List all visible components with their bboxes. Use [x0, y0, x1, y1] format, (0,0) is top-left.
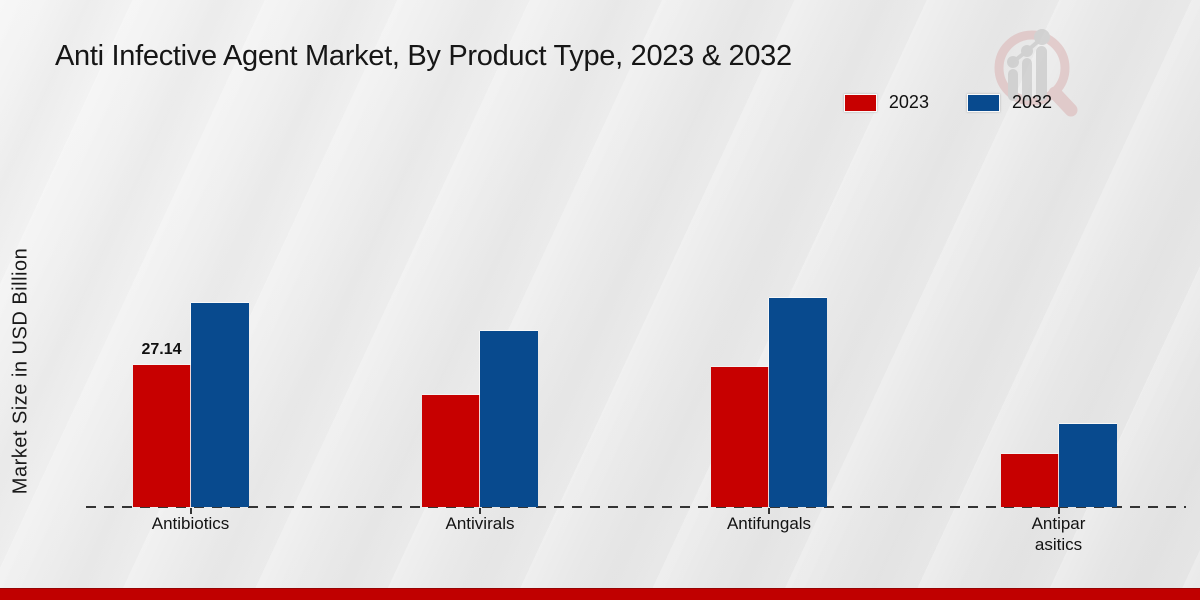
- magnifier-bar-chart-logo-icon: [994, 29, 1078, 117]
- legend-swatch-2023: [843, 93, 877, 112]
- x-axis-category-label-antiparasitics: Antipar asitics: [1031, 514, 1086, 555]
- bar-antibiotics-2023: [132, 365, 191, 507]
- x-axis-tick: [189, 508, 192, 514]
- bar-antiparasitics-2023: [1000, 454, 1059, 507]
- x-axis-tick: [768, 508, 770, 514]
- legend-item-2032: 2032: [966, 92, 1052, 113]
- x-axis-baseline: [86, 506, 1186, 508]
- legend-label-2023: 2023: [888, 92, 929, 112]
- bar-antibiotics-2032: [190, 302, 249, 507]
- chart-title: Anti Infective Agent Market, By Product …: [55, 40, 792, 72]
- legend: 2023 2032: [843, 92, 1052, 113]
- x-axis-category-label-antivirals: Antivirals: [445, 514, 515, 533]
- bar-value-label-antibiotics-2023: 27.14: [141, 341, 182, 358]
- bar-antifungals-2032: [769, 298, 827, 507]
- legend-label-2032: 2032: [1011, 92, 1052, 112]
- bar-antivirals-2032: [480, 331, 538, 507]
- bar-antiparasitics-2032: [1058, 423, 1117, 507]
- x-axis-tick: [1057, 508, 1060, 514]
- x-axis-category-label-antibiotics: Antibiotics: [151, 514, 230, 533]
- bar-antivirals-2023: [422, 395, 480, 507]
- footer-accent-bar: [0, 588, 1200, 600]
- legend-item-2023: 2023: [843, 92, 929, 113]
- x-axis-tick: [479, 508, 481, 514]
- legend-swatch-2032: [966, 93, 1000, 112]
- bar-antifungals-2023: [711, 366, 769, 507]
- x-axis-category-label-antifungals: Antifungals: [726, 514, 812, 533]
